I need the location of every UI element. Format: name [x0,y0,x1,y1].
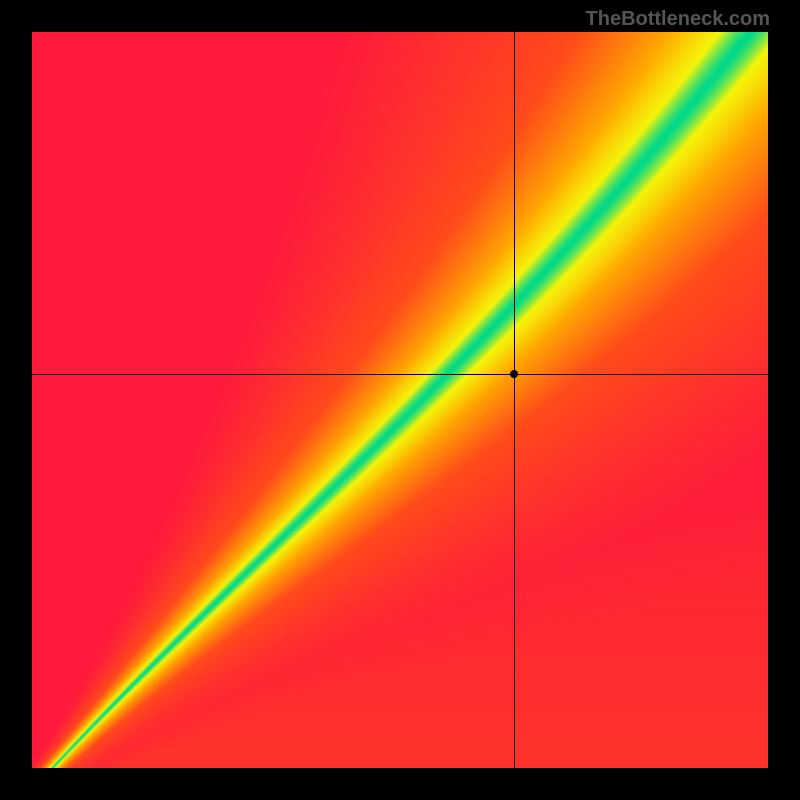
watermark-text: TheBottleneck.com [586,8,770,31]
crosshair-vertical [514,32,515,768]
crosshair-marker [510,370,518,378]
crosshair-horizontal [32,374,768,375]
heatmap-canvas [32,32,768,768]
plot-area [32,32,768,768]
